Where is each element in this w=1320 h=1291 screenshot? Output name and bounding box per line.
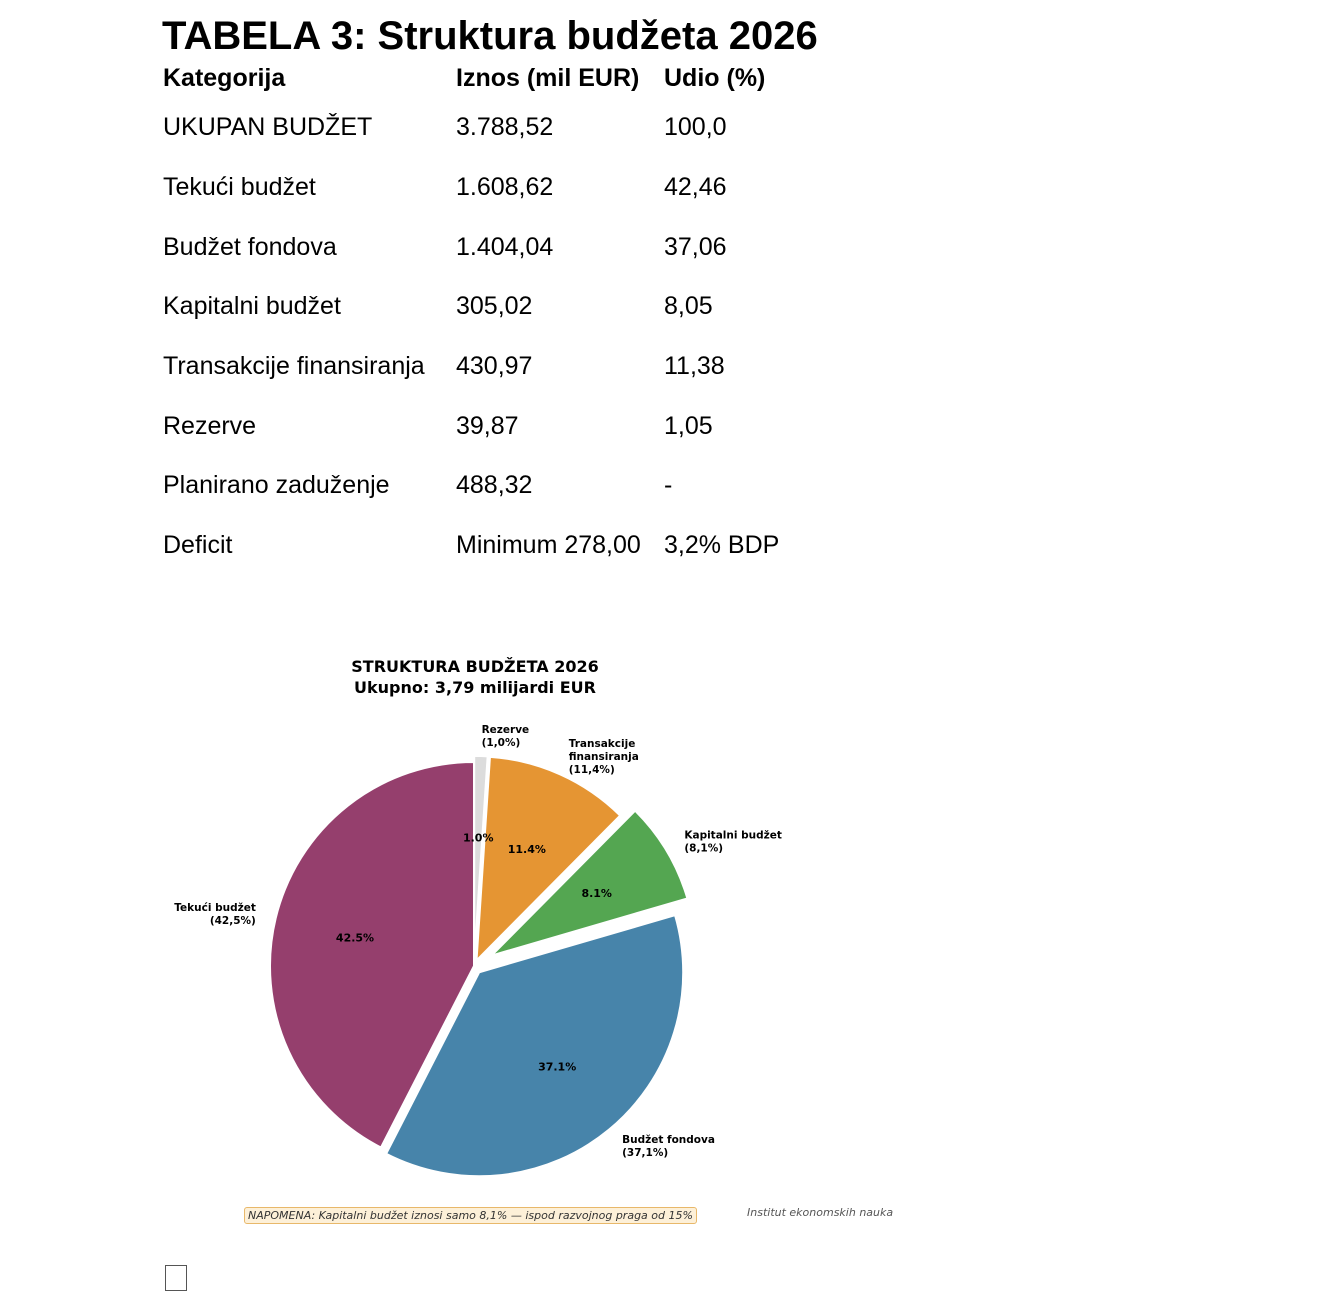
amount-cell: 1.608,62 (456, 173, 554, 202)
table-row: Budžet fondova 1.404,04 37,06 (163, 217, 779, 277)
share-cell: 42,46 (664, 173, 727, 202)
slice-outer-label: Kapitalni budžet (8,1%) (684, 829, 782, 854)
share-cell: 11,38 (664, 352, 725, 381)
slice-percent-label: 8.1% (581, 887, 612, 900)
share-cell: 8,05 (664, 292, 713, 321)
category-cell: Planirano zaduženje (163, 471, 390, 500)
category-cell: Deficit (163, 531, 233, 560)
slice-outer-label: Transakcije finansiranja (11,4%) (569, 738, 639, 776)
category-cell: Kapitalni budžet (163, 292, 341, 321)
slice-outer-label: Budžet fondova (37,1%) (622, 1134, 715, 1159)
chart-source: Institut ekonomskih nauka (747, 1206, 894, 1219)
amount-cell: 305,02 (456, 292, 533, 321)
pie-slice-transakcije-finansiranja (475, 755, 622, 964)
share-cell: 37,06 (664, 232, 727, 261)
table-row: Kapitalni budžet 305,02 8,05 (163, 277, 779, 337)
table-row: Rezerve 39,87 1,05 (163, 396, 779, 456)
pie-slice-bud-et-fondova (384, 913, 685, 1178)
pie-slice-kapitalni-bud-et (488, 809, 689, 958)
chart-title: STRUKTURA BUDŽETA 2026 (351, 657, 598, 676)
pie-slice-rezerve (473, 754, 489, 960)
table-row: UKUPAN BUDŽET 3.788,52 100,0 (163, 98, 779, 158)
category-cell: Rezerve (163, 411, 257, 440)
category-cell: Transakcije finansiranja (163, 352, 425, 381)
amount-cell: Minimum 278,00 (456, 531, 641, 560)
table-title: TABELA 3: Struktura budžeta 2026 (162, 14, 818, 58)
share-cell: 3,2% BDP (664, 531, 780, 560)
category-cell: Budžet fondova (163, 232, 337, 261)
checkbox[interactable] (165, 1265, 187, 1291)
table-row: Deficit Minimum 278,00 3,2% BDP (163, 516, 779, 576)
column-header: Udio (%) (664, 63, 766, 92)
share-cell: 1,05 (664, 411, 713, 440)
table-row: Transakcije finansiranja 430,97 11,38 (163, 337, 779, 397)
slice-outer-label: Rezerve (1,0%) (482, 724, 530, 749)
slice-percent-label: 11.4% (508, 843, 546, 856)
amount-cell: 430,97 (456, 352, 533, 381)
pie-slice-teku-i-bud-et (269, 760, 475, 1149)
slice-percent-label: 37.1% (538, 1061, 576, 1074)
column-header: Kategorija (163, 63, 286, 92)
chart-note: NAPOMENA: Kapitalni budžet iznosi samo 8… (244, 1207, 697, 1224)
slice-percent-label: 1.0% (463, 832, 494, 845)
amount-cell: 39,87 (456, 411, 519, 440)
category-cell: UKUPAN BUDŽET (163, 113, 373, 142)
amount-cell: 488,32 (456, 471, 533, 500)
category-cell: Tekući budžet (163, 173, 316, 202)
share-cell: - (664, 471, 673, 500)
amount-cell: 3.788,52 (456, 113, 554, 142)
share-cell: 100,0 (664, 113, 727, 142)
budget-table: Kategorija Iznos (mil EUR) Udio (%) UKUP… (163, 58, 779, 576)
amount-cell: 1.404,04 (456, 232, 554, 261)
chart-subtitle: Ukupno: 3,79 milijardi EUR (354, 678, 596, 697)
table-row: Tekući budžet 1.608,62 42,46 (163, 158, 779, 218)
slice-outer-label: Tekući budžet (42,5%) (174, 902, 256, 927)
table-header-row: Kategorija Iznos (mil EUR) Udio (%) (163, 58, 779, 98)
slice-percent-label: 42.5% (336, 931, 374, 944)
column-header: Iznos (mil EUR) (456, 63, 640, 92)
table-row: Planirano zaduženje 488,32 - (163, 456, 779, 516)
